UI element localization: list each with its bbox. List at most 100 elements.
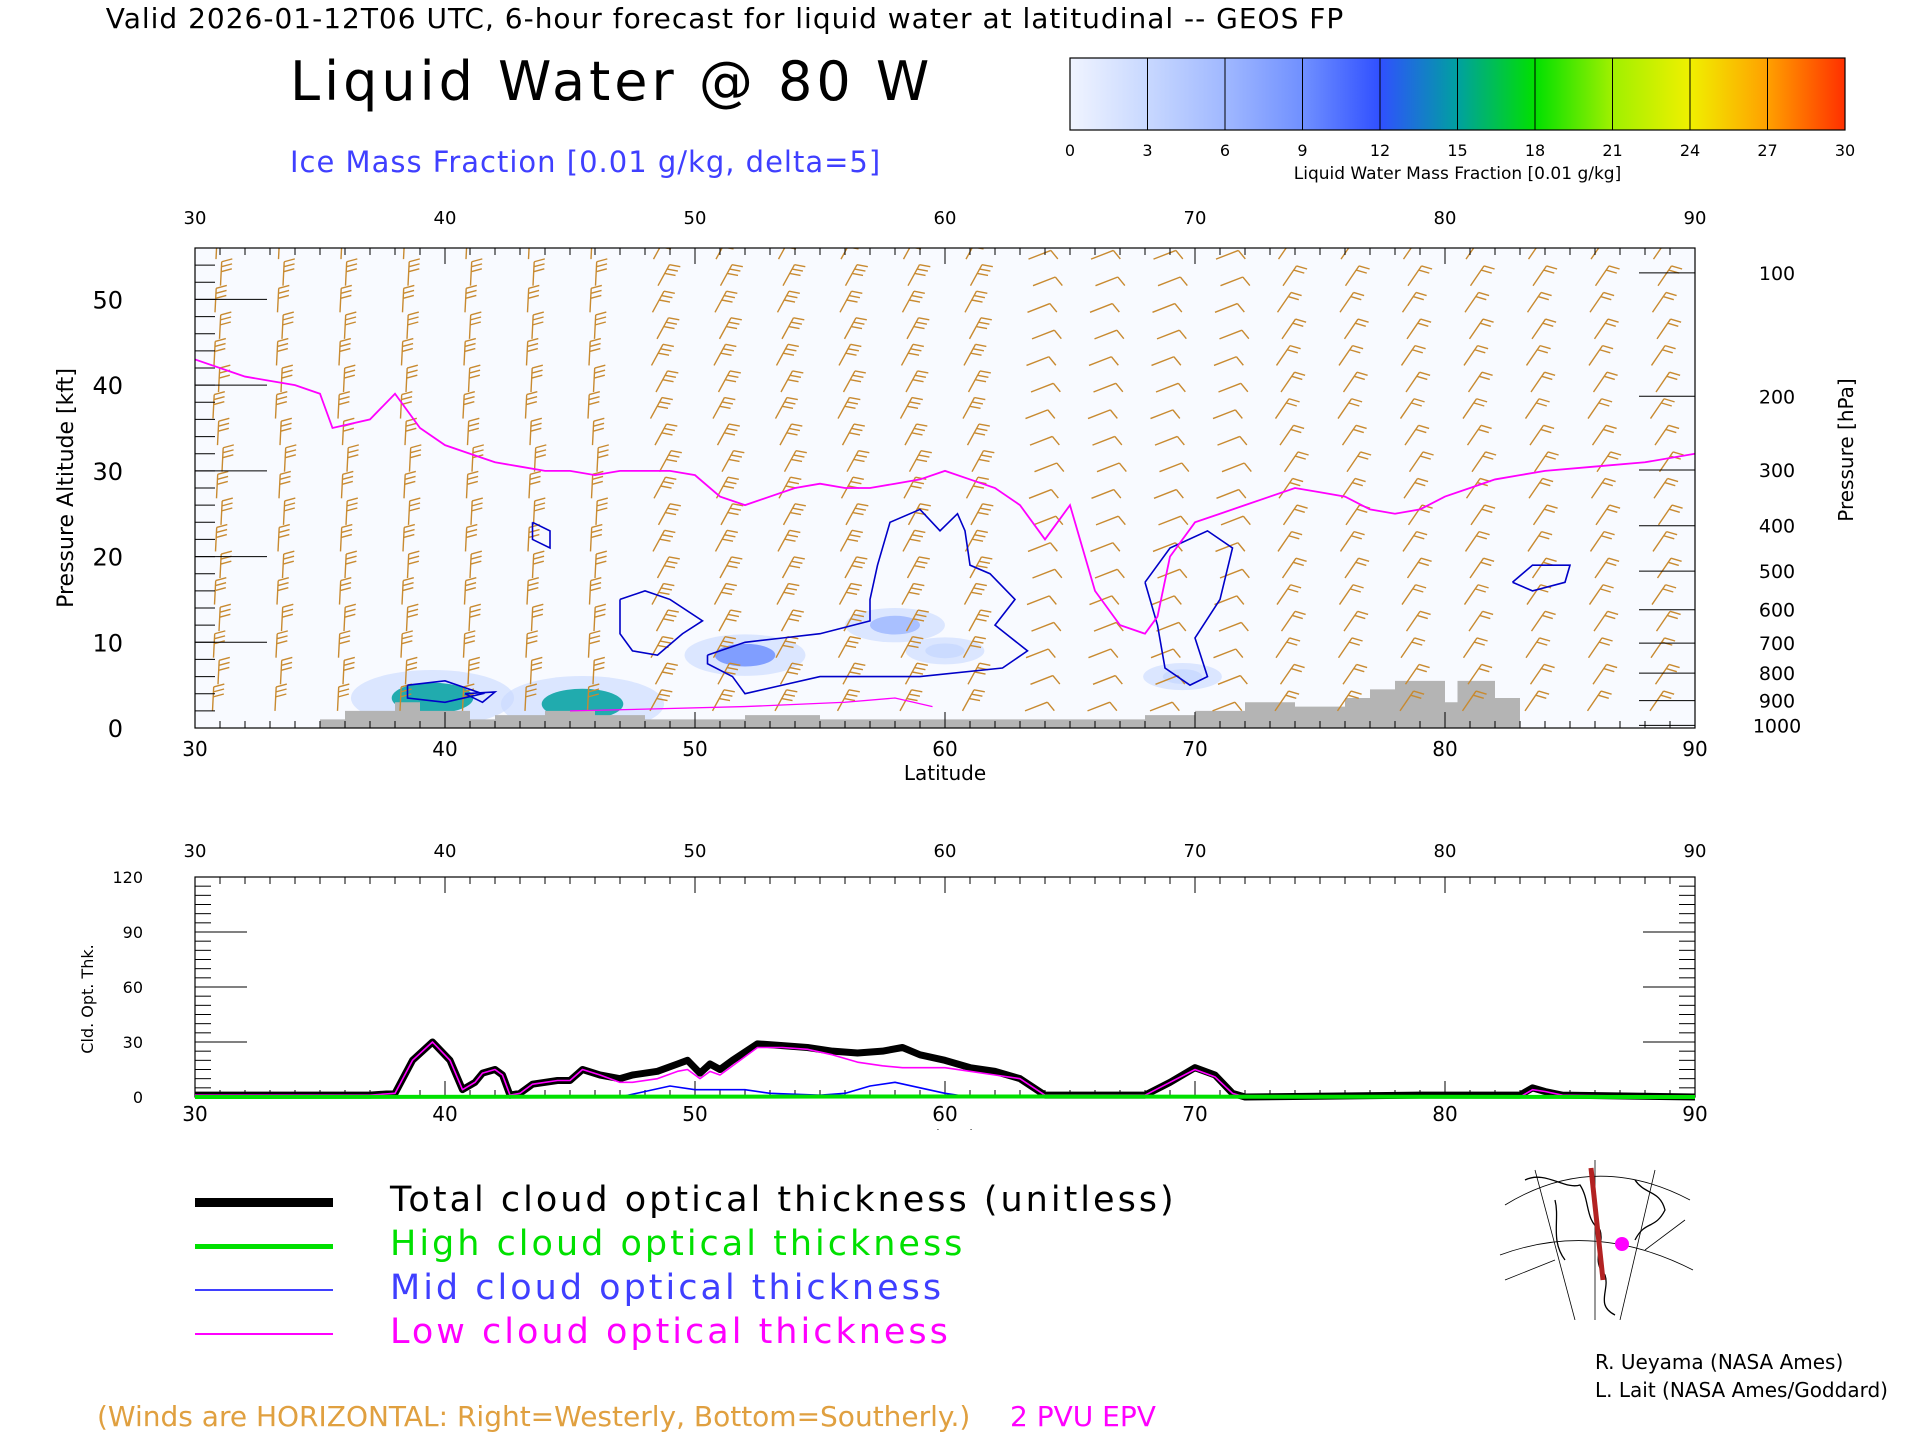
wind-barb — [720, 503, 744, 526]
wind-barb — [654, 662, 678, 685]
wind-barb — [900, 343, 924, 366]
wind-barb — [591, 417, 605, 446]
wind-barb — [901, 290, 925, 313]
legend-label: Total cloud optical thickness (unitless) — [390, 1180, 1177, 1220]
wind-barb — [844, 556, 868, 579]
legend: Total cloud optical thickness (unitless)… — [0, 1170, 1174, 1360]
wind-barb — [1336, 690, 1362, 712]
cot-x-tick-label: 30 — [182, 1102, 207, 1126]
wind-barb — [530, 603, 544, 632]
wind-barb — [970, 503, 994, 526]
wind-barb — [1150, 409, 1181, 420]
wind-barb — [778, 476, 802, 499]
colorbar-tick-label: 18 — [1525, 141, 1545, 160]
wind-barb — [774, 396, 798, 419]
wind-barb — [1213, 356, 1244, 367]
wind-barb — [219, 550, 233, 579]
wind-barb — [1030, 674, 1061, 685]
x-tick-label: 30 — [182, 737, 207, 761]
wind-barb — [1031, 329, 1062, 340]
wind-barb — [1525, 637, 1551, 659]
wind-barb — [1026, 595, 1057, 606]
wind-barb — [524, 391, 538, 419]
wind-barb — [336, 683, 350, 711]
wind-barb — [1595, 504, 1621, 526]
wind-barb — [528, 470, 542, 499]
wind-barb — [404, 417, 418, 446]
pressure-tick-label: 300 — [1759, 460, 1795, 482]
wind-barb — [1025, 409, 1056, 420]
wind-barb — [467, 364, 481, 393]
locator-graticule — [1619, 1169, 1656, 1320]
wind-barb — [462, 391, 476, 419]
y-tick-label: 0 — [108, 715, 123, 743]
wind-barb — [531, 311, 545, 339]
wind-barb — [469, 550, 483, 579]
wind-barb — [586, 683, 600, 711]
wind-barb — [837, 396, 861, 419]
wind-barb — [1089, 595, 1120, 606]
wind-barb — [963, 582, 987, 605]
wind-barb — [344, 550, 358, 579]
cot-y-tick-label: 60 — [123, 978, 143, 997]
wind-barb — [1155, 382, 1186, 393]
pressure-tick-label: 200 — [1759, 386, 1795, 408]
wind-barb — [1221, 462, 1252, 473]
wind-barb — [1343, 318, 1369, 340]
cot-top-x-tick-label: 50 — [684, 841, 707, 862]
wind-barb — [468, 603, 482, 632]
wind-barb — [525, 337, 539, 366]
colorbar-tick-label: 21 — [1602, 141, 1622, 160]
wind-barb — [1153, 249, 1184, 260]
wind-barb — [404, 656, 418, 685]
wind-barb — [713, 343, 737, 366]
wind-barb — [717, 662, 741, 685]
wind-barb — [530, 364, 544, 393]
legend-label: Low cloud optical thickness — [390, 1312, 951, 1352]
wind-barb — [1593, 610, 1619, 632]
wind-barb — [1652, 530, 1678, 552]
wind-barb — [1152, 302, 1183, 313]
wind-barb — [904, 662, 928, 685]
x-tick-label: 40 — [432, 737, 457, 761]
wind-barb — [1218, 621, 1249, 632]
wind-barb — [718, 609, 742, 632]
wind-barb — [657, 263, 681, 287]
wind-barb — [281, 550, 295, 579]
legend-swatch — [195, 1197, 333, 1207]
wind-barb — [1157, 276, 1188, 287]
wind-barb — [587, 630, 601, 658]
wind-barb — [721, 449, 745, 473]
wind-barb — [838, 582, 862, 605]
wind-barb — [1088, 356, 1119, 367]
wind-barb — [468, 311, 482, 339]
wind-barb — [1462, 398, 1488, 419]
y-tick-label: 40 — [92, 372, 123, 400]
wind-barb — [1275, 344, 1301, 366]
wind-barb — [1587, 637, 1613, 659]
locator-graticule — [1534, 1169, 1576, 1320]
top-x-tick-label: 70 — [1184, 208, 1207, 229]
wind-barb — [658, 449, 682, 473]
wind-barb — [594, 550, 608, 579]
cot-x-axis-label: Latitude — [904, 1126, 986, 1130]
wind-barb — [1592, 663, 1618, 685]
wind-barb — [282, 258, 296, 286]
colorbar-label: Liquid Water Mass Fraction [0.01 g/kg] — [1294, 164, 1621, 184]
wind-barb — [1087, 701, 1118, 712]
wind-barb — [1157, 568, 1188, 579]
liquid-water-cell — [870, 615, 920, 635]
wind-barb — [346, 444, 360, 472]
wind-barb — [905, 370, 929, 393]
wind-barb — [1524, 398, 1550, 419]
wind-barb — [1588, 584, 1614, 605]
wind-barb — [280, 603, 294, 632]
wind-barb — [719, 556, 743, 579]
wind-barb — [1589, 291, 1615, 313]
y-tick-label: 20 — [92, 544, 123, 572]
epv-2pvu-line — [195, 358, 1695, 635]
wind-barb — [274, 683, 288, 711]
wind-barb — [1028, 488, 1059, 499]
cross-section-chart: 30 30 40 40 50 50 60 60 70 70 80 80 90 90 Latitude 0 10 2… — [54, 208, 1858, 785]
wind-barb — [971, 449, 995, 473]
